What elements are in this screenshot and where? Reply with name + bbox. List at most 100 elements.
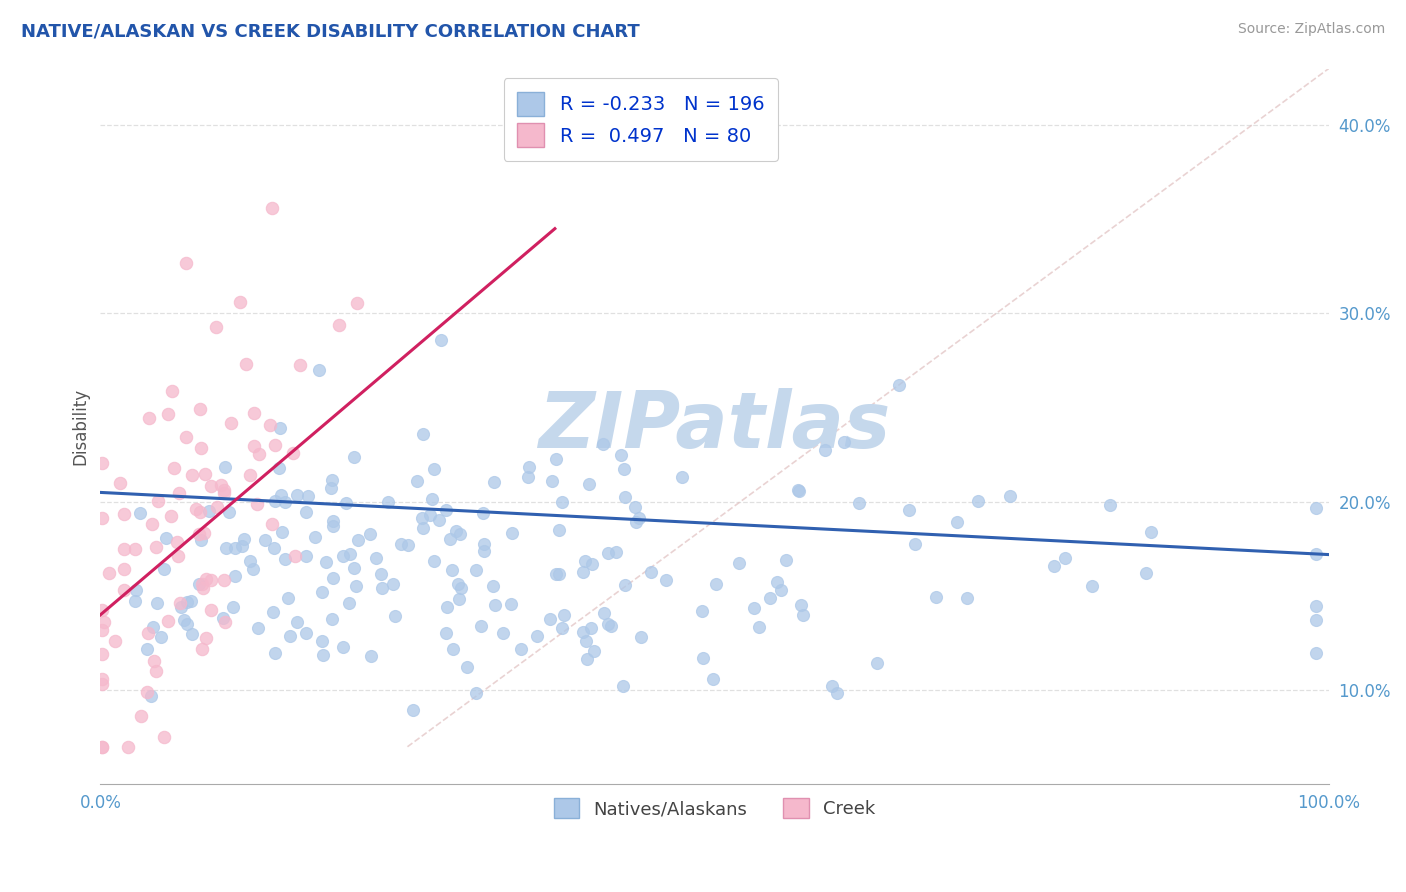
Point [582, 644, 605, 658]
Point [775, 553, 797, 567]
Point [551, 621, 574, 635]
Point [90, 673, 112, 687]
Point [117, 739, 139, 754]
Point [825, 685, 848, 699]
Point [956, 591, 979, 605]
Y-axis label: Disability: Disability [72, 388, 89, 465]
Point [246, 497, 269, 511]
Point [364, 551, 387, 566]
Point [441, 563, 464, 577]
Point [360, 648, 382, 663]
Point [412, 427, 434, 442]
Point [194, 467, 217, 481]
Point [814, 442, 837, 457]
Point [439, 532, 461, 546]
Point [1098, 498, 1121, 512]
Point [90, 511, 112, 525]
Point [402, 703, 425, 717]
Point [141, 690, 163, 704]
Point [141, 517, 163, 532]
Point [925, 590, 948, 604]
Point [112, 542, 135, 557]
Point [169, 596, 191, 610]
Point [170, 600, 193, 615]
Point [270, 488, 292, 502]
Point [470, 619, 492, 633]
Point [166, 534, 188, 549]
Point [155, 531, 177, 545]
Point [194, 631, 217, 645]
Point [596, 616, 619, 631]
Point [235, 357, 257, 371]
Point [456, 660, 478, 674]
Point [474, 537, 496, 551]
Point [200, 479, 222, 493]
Point [138, 410, 160, 425]
Point [191, 582, 214, 596]
Point [297, 489, 319, 503]
Point [112, 562, 135, 576]
Point [1305, 547, 1327, 561]
Point [90, 456, 112, 470]
Point [538, 612, 561, 626]
Point [136, 684, 159, 698]
Point [627, 510, 650, 524]
Point [239, 554, 262, 568]
Point [484, 475, 506, 489]
Point [271, 524, 294, 539]
Point [748, 620, 770, 634]
Text: Source: ZipAtlas.com: Source: ZipAtlas.com [1237, 22, 1385, 37]
Point [866, 657, 889, 671]
Point [200, 603, 222, 617]
Point [304, 530, 326, 544]
Point [596, 546, 619, 560]
Point [412, 521, 434, 535]
Point [346, 296, 368, 310]
Point [436, 600, 458, 615]
Point [180, 627, 202, 641]
Point [547, 567, 569, 582]
Point [308, 363, 330, 377]
Point [145, 540, 167, 554]
Point [231, 539, 253, 553]
Point [484, 599, 506, 613]
Point [277, 591, 299, 605]
Point [264, 437, 287, 451]
Point [624, 515, 647, 529]
Point [430, 333, 453, 347]
Point [640, 565, 662, 579]
Point [221, 599, 243, 614]
Point [174, 256, 197, 270]
Point [148, 494, 170, 508]
Point [517, 469, 540, 483]
Point [744, 601, 766, 615]
Point [322, 571, 344, 585]
Point [544, 451, 567, 466]
Point [406, 475, 429, 489]
Point [389, 537, 412, 551]
Point [321, 613, 343, 627]
Point [605, 545, 627, 559]
Point [575, 634, 598, 648]
Point [264, 494, 287, 508]
Point [124, 593, 146, 607]
Point [575, 652, 598, 666]
Point [284, 549, 307, 564]
Point [578, 476, 600, 491]
Point [887, 377, 910, 392]
Point [262, 605, 284, 619]
Point [153, 562, 176, 576]
Point [278, 629, 301, 643]
Point [465, 563, 488, 577]
Point [108, 475, 131, 490]
Point [630, 631, 652, 645]
Point [789, 599, 811, 613]
Point [156, 615, 179, 629]
Point [690, 605, 713, 619]
Point [142, 619, 165, 633]
Point [198, 503, 221, 517]
Point [344, 579, 367, 593]
Point [243, 439, 266, 453]
Point [274, 495, 297, 509]
Point [143, 654, 166, 668]
